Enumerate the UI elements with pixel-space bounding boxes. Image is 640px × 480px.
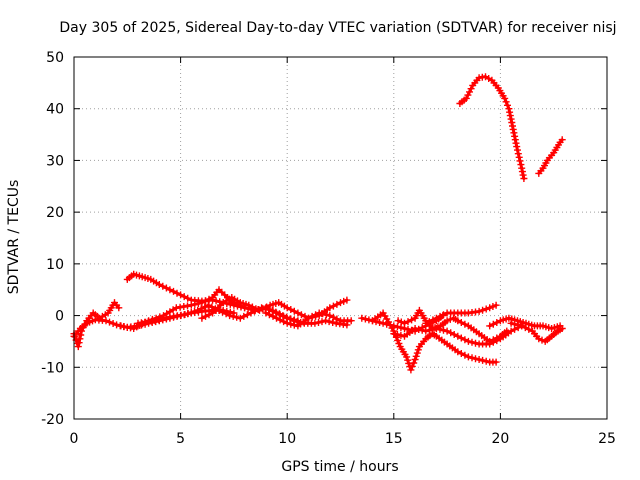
x-tick-label: 5: [176, 431, 185, 447]
data-track: [422, 301, 500, 327]
data-track: [390, 322, 526, 348]
track-markers: [507, 319, 566, 345]
plot-border: [73, 56, 608, 420]
x-axis-label: GPS time / hours: [281, 459, 398, 475]
data-track: [369, 309, 500, 374]
axis-ticks: 0 5 10 15 20 25 -20 -10 0 10 20 30 40 50: [41, 50, 616, 447]
y-tick-label: -10: [41, 360, 64, 376]
track-markers: [535, 136, 566, 177]
y-tick-label: 30: [46, 153, 64, 169]
chart-title: Day 305 of 2025, Sidereal Day-to-day VTE…: [59, 20, 616, 36]
y-axis-label: SDTVAR / TECUs: [6, 180, 22, 295]
x-tick-label: 25: [598, 431, 616, 447]
track-markers: [422, 301, 500, 327]
grid: [74, 57, 607, 419]
y-tick-label: 20: [46, 205, 64, 221]
x-tick-label: 10: [278, 431, 296, 447]
track-markers: [262, 309, 355, 330]
track-markers: [390, 322, 526, 348]
data-track: [507, 319, 566, 345]
track-markers: [369, 309, 500, 374]
y-tick-label: 40: [46, 102, 64, 118]
data-series: [70, 73, 566, 374]
y-tick-label: 10: [46, 257, 64, 273]
y-tick-label: 0: [55, 309, 64, 325]
x-tick-label: 15: [385, 431, 403, 447]
y-tick-label: 50: [46, 50, 64, 66]
track-markers: [456, 73, 528, 182]
track-markers: [486, 314, 564, 332]
y-tick-label: -20: [41, 412, 64, 428]
data-track: [535, 136, 566, 177]
data-track: [262, 309, 355, 330]
data-track: [486, 314, 564, 332]
data-track: [456, 73, 528, 182]
x-tick-label: 20: [491, 431, 509, 447]
x-tick-label: 0: [70, 431, 79, 447]
